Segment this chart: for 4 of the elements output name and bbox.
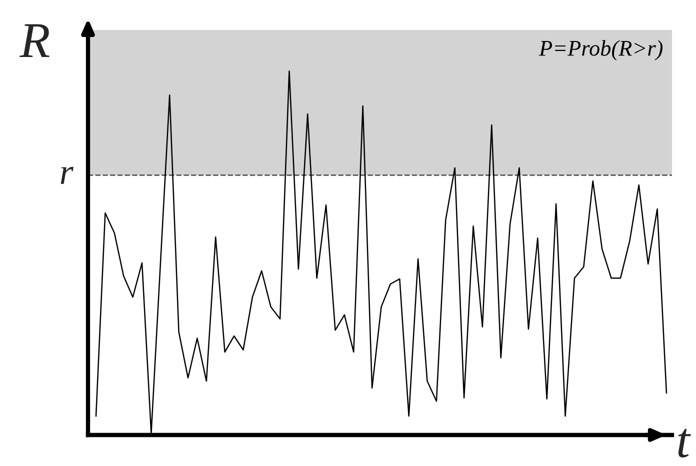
y-axis-title: R — [19, 24, 50, 58]
ref-line-label: r — [60, 166, 74, 184]
text: P=Prob(R>r) — [538, 40, 663, 60]
x-axis-title: t — [678, 428, 691, 458]
